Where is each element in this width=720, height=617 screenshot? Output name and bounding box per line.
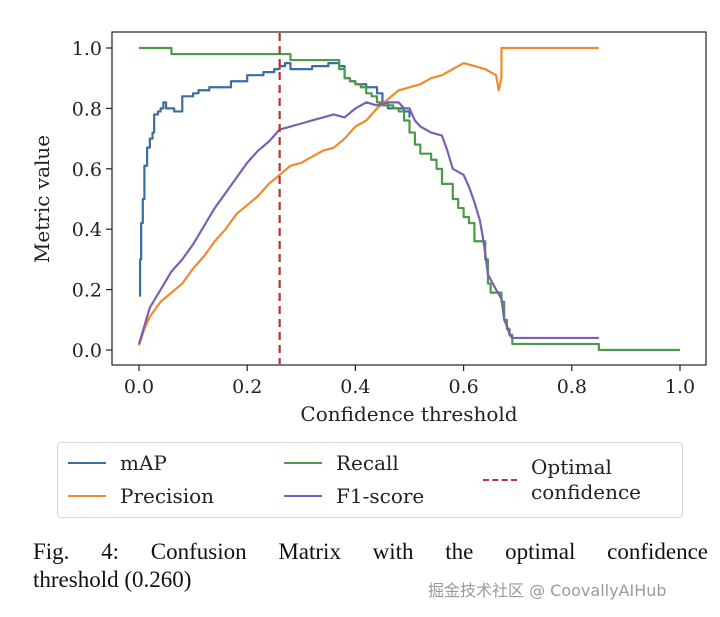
- y-tick-label: 0.0: [72, 340, 102, 362]
- y-tick-label: 0.2: [72, 280, 102, 302]
- x-tick-label: 0.4: [340, 376, 370, 398]
- axes-frame: [111, 31, 707, 366]
- series-lines: [137, 46, 680, 352]
- y-tick-label: 1.0: [72, 38, 102, 60]
- legend-item-optimal: Optimal confidence: [483, 455, 641, 505]
- figure-caption-line2: threshold (0.260): [33, 567, 192, 592]
- x-tick-label: 1.0: [665, 376, 695, 398]
- y-tick-label: 0.8: [72, 98, 102, 120]
- x-axis-title: Confidence threshold: [300, 402, 517, 426]
- legend-swatch-optimal: [483, 479, 517, 481]
- legend-item-f1: F1-score: [284, 484, 424, 508]
- legend-label-f1: F1-score: [336, 484, 425, 508]
- y-tick-label: 0.6: [72, 159, 102, 181]
- legend-label-map: mAP: [120, 451, 167, 475]
- series-line-precision: [137, 46, 599, 346]
- metric-chart: 0.0 0.2 0.4 0.6 0.8 1.0 0.0 0.2 0.4 0.6 0.8 1.0 Co…: [30, 31, 707, 426]
- legend-swatch-recall: [284, 462, 322, 464]
- legend-swatch-map: [68, 462, 106, 464]
- legend-label-optimal-2: confidence: [531, 480, 642, 504]
- series-line-f1-score: [137, 101, 599, 345]
- legend-label-recall: Recall: [336, 451, 399, 475]
- legend-swatch-precision: [68, 495, 106, 497]
- watermark: 掘金技术社区 @ CoovallyAIHub: [428, 581, 667, 600]
- y-axis-title: Metric value: [30, 135, 54, 263]
- figure-caption-line1: Fig. 4: Confusion Matrix with the optima…: [33, 539, 708, 564]
- x-tick-label: 0.2: [232, 376, 262, 398]
- legend-item-map: mAP: [68, 451, 167, 475]
- legend-swatch-f1: [284, 495, 322, 497]
- x-tick-label: 0.0: [124, 376, 154, 398]
- series-line-recall: [139, 46, 680, 352]
- y-axis-ticks: 0.0 0.2 0.4 0.6 0.8 1.0: [72, 38, 112, 362]
- x-tick-label: 0.6: [448, 376, 478, 398]
- legend-item-recall: Recall: [284, 451, 399, 475]
- y-tick-label: 0.4: [72, 219, 102, 241]
- x-axis-ticks: 0.0 0.2 0.4 0.6 0.8 1.0: [124, 365, 695, 398]
- x-tick-label: 0.8: [557, 376, 587, 398]
- legend-item-precision: Precision: [68, 484, 214, 508]
- legend-label-optimal-1: Optimal: [531, 455, 612, 479]
- legend-label-precision: Precision: [120, 484, 215, 508]
- legend: mAP Precision Recall F1-score Optimal co…: [57, 442, 683, 518]
